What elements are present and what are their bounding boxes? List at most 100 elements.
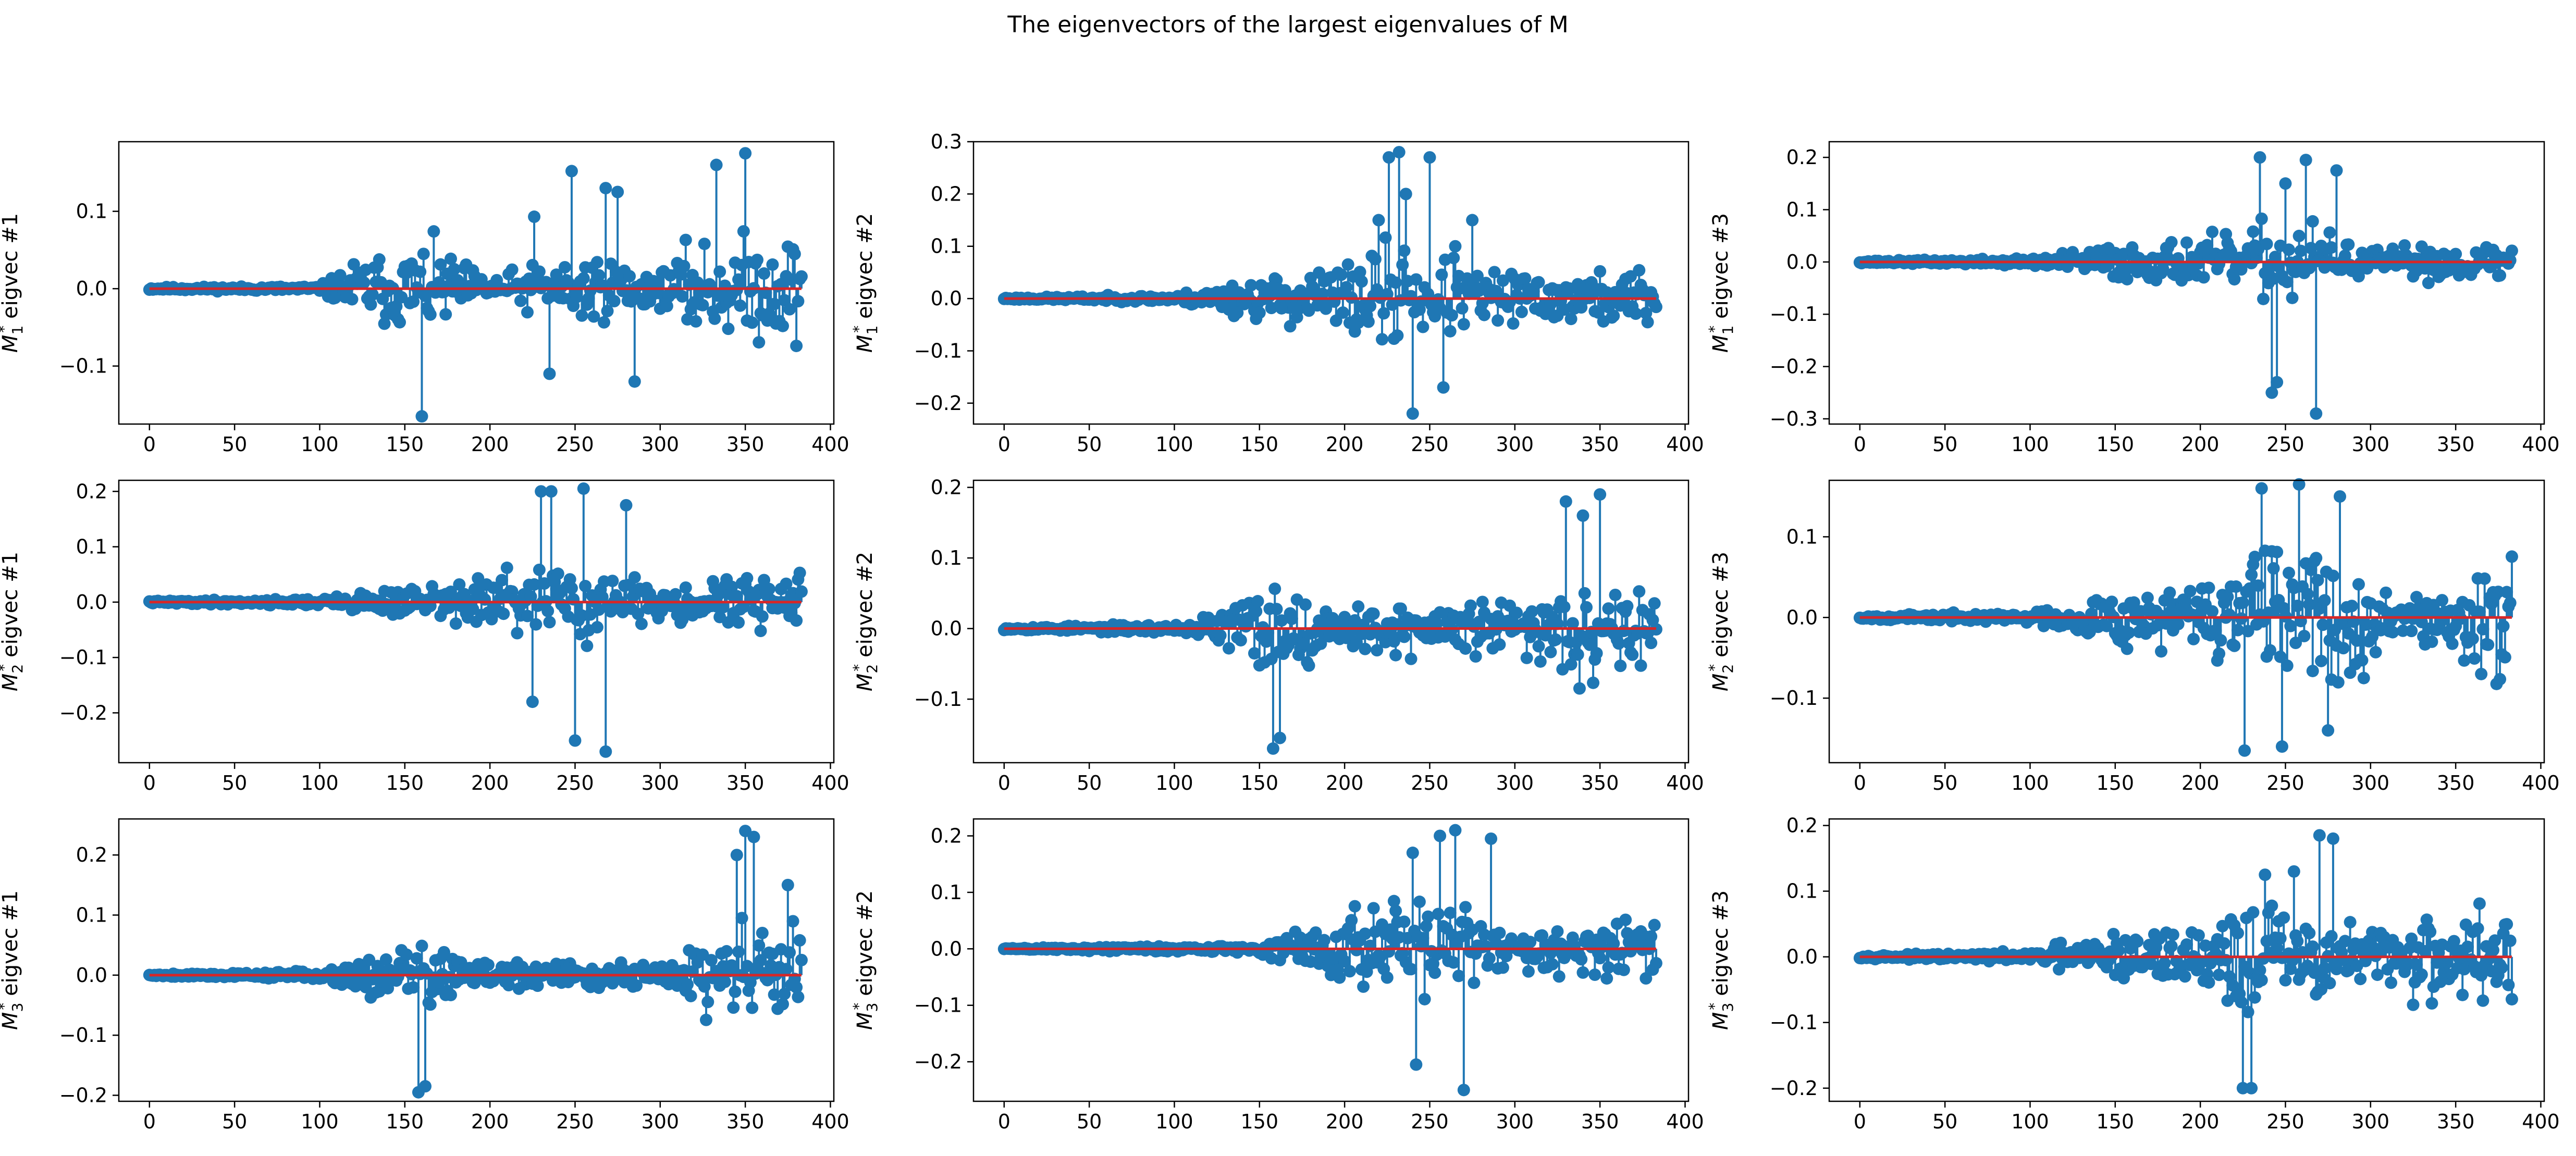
stem-marker	[756, 610, 769, 623]
stem-marker	[2303, 262, 2316, 275]
stem-marker	[579, 580, 592, 593]
stem-marker	[1387, 635, 1400, 648]
stem-marker	[2257, 292, 2270, 305]
stem-marker	[1250, 605, 1263, 618]
x-tick-label: 100	[301, 772, 339, 794]
x-tick-label: 100	[2011, 772, 2049, 794]
stem-marker	[1214, 629, 1227, 642]
x-tick-label: 350	[1581, 433, 1619, 456]
stem-marker	[1449, 240, 1462, 253]
subplot-r1c2: 0 50 100 150 200 250 300 350 400 −0.2 −0.1 0.0 0.1 0.…	[850, 130, 1704, 456]
stem-marker	[1566, 617, 1579, 630]
stem-marker	[1285, 612, 1298, 625]
stem-marker	[2338, 249, 2351, 262]
stem-marker	[2325, 241, 2338, 254]
stem-marker	[734, 299, 747, 312]
stem-marker	[758, 267, 771, 280]
stem-marker	[669, 588, 682, 601]
stem-marker	[500, 561, 513, 574]
stem-marker	[2122, 626, 2135, 639]
stem-marker	[2318, 594, 2331, 607]
stem-marker	[722, 616, 735, 629]
stem-marker	[2468, 652, 2481, 665]
stem-marker	[737, 225, 750, 238]
stem-markers	[997, 488, 1662, 755]
stem-marker	[2265, 386, 2278, 399]
stem-marker	[1515, 305, 1528, 318]
stem-marker	[1525, 605, 1538, 618]
stem-marker	[1353, 266, 1366, 279]
y-tick-label: 0.0	[931, 617, 962, 640]
stem-marker	[439, 308, 452, 321]
y-tick-label: −0.2	[59, 701, 107, 724]
stem-marker	[679, 581, 692, 594]
stem-marker	[1532, 276, 1545, 289]
stem-marker	[1444, 325, 1457, 338]
x-tick-label: 150	[386, 772, 424, 794]
stem-marker	[611, 185, 624, 198]
stem-marker	[722, 322, 735, 335]
stem-marker	[730, 590, 743, 603]
stem-marker	[1335, 268, 1348, 281]
x-tick-label: 250	[556, 433, 594, 456]
stem-marker	[792, 295, 805, 308]
stem-marker	[2236, 596, 2249, 609]
stem-marker	[2334, 490, 2346, 503]
y-tick-label: 0.0	[1786, 606, 1818, 629]
stem-marker	[1571, 648, 1584, 661]
stem-marker	[1488, 266, 1501, 279]
stem-marker	[2337, 642, 2350, 655]
stem-marker	[2352, 578, 2365, 591]
stem-marker	[478, 593, 491, 606]
stem-marker	[1422, 288, 1435, 301]
stem-marker	[2121, 272, 2134, 285]
stem-marker	[2350, 634, 2363, 647]
stem-marker	[2446, 637, 2459, 650]
stem-marker	[660, 300, 673, 313]
stem-marker	[1423, 151, 1436, 164]
stem-marker	[538, 577, 551, 590]
x-tick-label: 100	[301, 433, 339, 456]
stem-marker	[1435, 268, 1448, 281]
subplot-r3c1: 0 50 100 150 200 250 300 350 400−0.2−0.10.00.10.…	[0, 818, 849, 1133]
stem-marker	[2248, 551, 2261, 564]
stem-marker	[1578, 587, 1591, 600]
x-tick-label: 250	[1411, 433, 1449, 456]
stem-marker	[543, 367, 556, 380]
x-tick-label: 0	[143, 433, 156, 456]
stem-marker	[1492, 314, 1505, 327]
stem-marker	[2253, 151, 2266, 164]
stem-marker	[2271, 376, 2284, 389]
stem-marker	[2436, 594, 2448, 607]
stem-marker	[608, 295, 621, 308]
stem-marker	[790, 614, 803, 627]
y-tick-label: −0.1	[1770, 687, 1818, 710]
stem-marker	[521, 306, 534, 319]
stem-marker	[1278, 284, 1291, 297]
x-tick-label: 100	[1155, 772, 1193, 794]
stem-marker	[1602, 602, 1615, 615]
stem-marker	[1364, 300, 1377, 313]
stem-marker	[1587, 676, 1600, 689]
stem-marker	[550, 268, 563, 281]
stem-marker	[1297, 637, 1310, 650]
stem-marker	[1564, 658, 1577, 671]
stem-marker	[1389, 276, 1402, 289]
stem-marker	[1251, 595, 1264, 608]
stem-marker	[732, 616, 745, 629]
stem-marker	[2366, 630, 2379, 643]
stem-marker	[596, 591, 609, 604]
x-tick-label: 350	[2437, 433, 2475, 456]
stem-marker	[2398, 239, 2411, 252]
stem-marker	[620, 499, 633, 512]
subplot-r1c3: 0 50 100 150 200 250 300 350 400 −0.3 −0.2 −0.1 0.0 0…	[1706, 141, 2560, 456]
x-tick-label: 50	[1077, 772, 1102, 794]
x-tick-label: 150	[1241, 772, 1279, 794]
stem-marker	[2415, 616, 2428, 629]
stem-marker	[2252, 579, 2265, 592]
stem-markers	[143, 147, 808, 423]
y-tick-label: −0.1	[1770, 303, 1818, 326]
stem-marker	[2306, 215, 2319, 228]
stem-marker	[783, 303, 796, 316]
